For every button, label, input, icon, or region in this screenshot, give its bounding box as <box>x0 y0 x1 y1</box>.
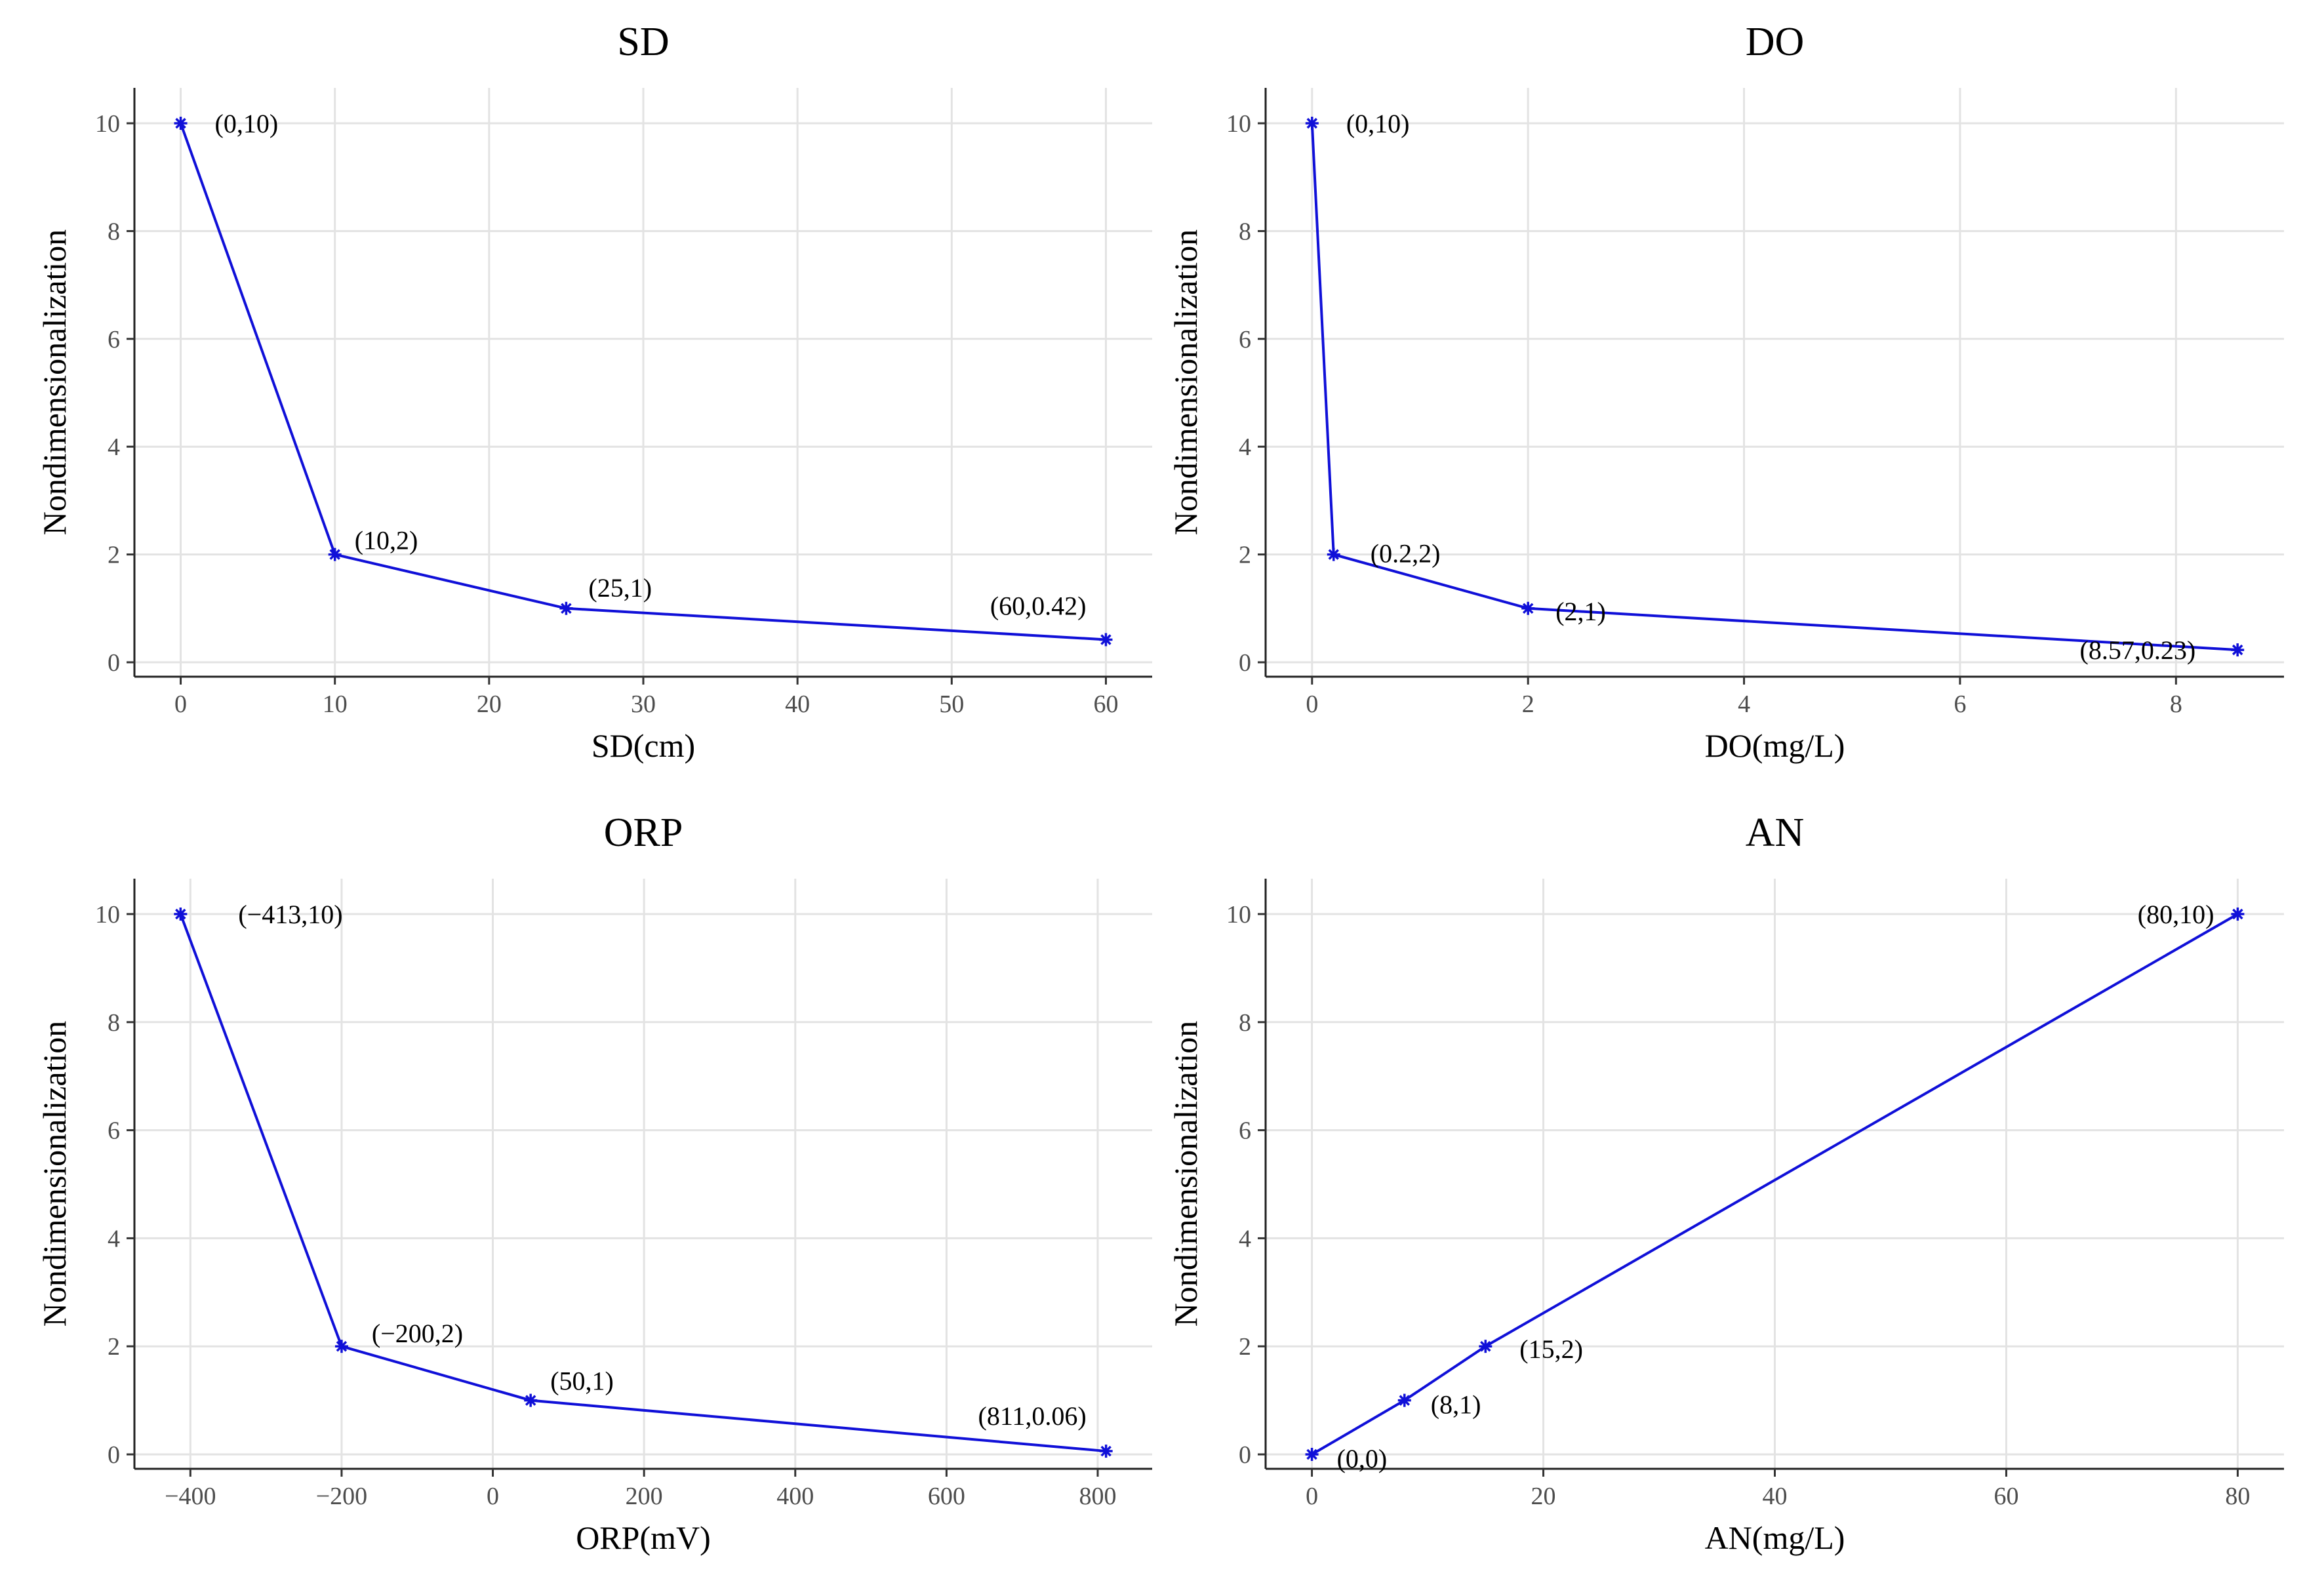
do-y-axis-title: Nondimensionalization <box>1167 230 1204 536</box>
an-y-tick-label: 4 <box>1239 1225 1251 1252</box>
an-chart-title: AN <box>1746 810 1805 855</box>
do-x-tick-label: 4 <box>1738 690 1750 718</box>
orp-y-tick-label: 8 <box>108 1009 120 1037</box>
orp-data-point <box>524 1393 538 1407</box>
sd-point-label: (0,10) <box>215 109 279 138</box>
orp-x-tick-label: 200 <box>626 1483 663 1510</box>
orp-y-tick-label: 6 <box>108 1117 120 1145</box>
an-y-tick-label: 8 <box>1239 1009 1251 1037</box>
sd-data-point <box>174 117 188 130</box>
orp-point-label: (811,0.06) <box>978 1401 1087 1431</box>
orp-x-axis-title: ORP(mV) <box>576 1519 711 1556</box>
orp-point-label: (−200,2) <box>372 1319 463 1348</box>
sd-point-label: (60,0.42) <box>990 591 1087 620</box>
sd-x-tick-label: 40 <box>785 690 810 718</box>
orp-y-tick-label: 4 <box>108 1225 120 1252</box>
orp-data-point <box>174 908 188 921</box>
an-data-point <box>1305 1448 1319 1461</box>
sd-x-tick-label: 0 <box>174 690 187 718</box>
do-x-tick-label: 8 <box>2170 690 2182 718</box>
an-x-axis-title: AN(mg/L) <box>1705 1519 1845 1556</box>
sd-y-tick-label: 8 <box>108 218 120 245</box>
orp-point-label: (−413,10) <box>238 900 342 929</box>
an-y-axis-title: Nondimensionalization <box>1167 1021 1204 1327</box>
do-x-tick-label: 0 <box>1306 690 1318 718</box>
do-data-point <box>1305 117 1319 130</box>
do-point-label: (0.2,2) <box>1371 539 1441 569</box>
sd-y-tick-label: 6 <box>108 326 120 353</box>
do-data-point <box>1521 601 1535 615</box>
an-x-tick-label: 0 <box>1306 1483 1318 1510</box>
do-series-line <box>1310 123 2238 652</box>
an-y-tick-label: 10 <box>1226 901 1251 928</box>
do-y-tick-label: 0 <box>1239 649 1251 677</box>
do-y-tick-label: 10 <box>1226 110 1251 138</box>
do-y-tick-label: 6 <box>1239 326 1251 353</box>
sd-point-label: (10,2) <box>355 526 418 555</box>
sd-y-tick-label: 4 <box>108 433 120 461</box>
orp-x-tick-label: −200 <box>316 1483 367 1510</box>
do-point-label: (8.57,0.23) <box>2080 635 2196 665</box>
sd-data-point <box>328 548 342 561</box>
do-point-label: (0,10) <box>1346 109 1410 138</box>
an-data-point <box>1397 1393 1411 1407</box>
orp-y-axis-title: Nondimensionalization <box>36 1021 73 1327</box>
sd-y-tick-label: 2 <box>108 542 120 569</box>
orp-x-tick-label: −400 <box>165 1483 216 1510</box>
sd-x-tick-label: 10 <box>323 690 348 718</box>
orp-series-line <box>179 913 1106 1453</box>
sd-data-point <box>559 601 573 615</box>
orp-data-point <box>1099 1445 1113 1458</box>
do-chart-title: DO <box>1746 20 1805 64</box>
orp-y-tick-label: 2 <box>108 1333 120 1361</box>
sd-series-line <box>179 123 1106 641</box>
sd-x-tick-label: 60 <box>1093 690 1118 718</box>
orp-y-tick-label: 10 <box>95 901 120 928</box>
an-x-tick-label: 20 <box>1531 1483 1556 1510</box>
orp-x-tick-label: 600 <box>928 1483 965 1510</box>
sd-x-tick-label: 20 <box>477 690 502 718</box>
orp-data-point <box>334 1340 348 1353</box>
sd-y-tick-label: 0 <box>108 649 120 677</box>
orp-x-tick-label: 800 <box>1079 1483 1116 1510</box>
do-data-point <box>2231 643 2245 657</box>
do-x-tick-label: 2 <box>1522 690 1534 718</box>
sd-x-tick-label: 50 <box>939 690 964 718</box>
an-point-label: (80,10) <box>2138 900 2214 929</box>
sd-x-axis-title: SD(cm) <box>591 727 695 764</box>
sd-data-point <box>1099 633 1113 647</box>
an-data-point <box>2231 908 2245 921</box>
do-x-axis-title: DO(mg/L) <box>1705 727 1845 764</box>
orp-x-tick-label: 0 <box>487 1483 499 1510</box>
an-y-tick-label: 0 <box>1239 1441 1251 1469</box>
do-y-tick-label: 2 <box>1239 542 1251 569</box>
orp-y-tick-label: 0 <box>108 1441 120 1469</box>
an-y-tick-label: 2 <box>1239 1333 1251 1361</box>
sd-y-axis-title: Nondimensionalization <box>36 230 73 536</box>
an-point-label: (0,0) <box>1337 1444 1388 1473</box>
do-x-tick-label: 6 <box>1953 690 1966 718</box>
orp-x-tick-label: 400 <box>776 1483 814 1510</box>
do-data-point <box>1327 548 1340 561</box>
orp-chart-title: ORP <box>604 810 683 855</box>
sd-y-tick-label: 10 <box>95 110 120 138</box>
sd-chart-title: SD <box>617 20 669 64</box>
an-point-label: (15,2) <box>1519 1334 1583 1364</box>
an-x-tick-label: 60 <box>1993 1483 2018 1510</box>
do-y-tick-label: 4 <box>1239 433 1251 461</box>
an-series-line <box>1311 913 2239 1456</box>
do-point-label: (2,1) <box>1555 597 1606 626</box>
do-y-tick-label: 8 <box>1239 218 1251 245</box>
orp-point-label: (50,1) <box>550 1367 614 1396</box>
an-point-label: (8,1) <box>1431 1390 1481 1420</box>
sd-x-tick-label: 30 <box>631 690 656 718</box>
an-x-tick-label: 40 <box>1763 1483 1788 1510</box>
an-x-tick-label: 80 <box>2225 1483 2250 1510</box>
an-y-tick-label: 6 <box>1239 1117 1251 1145</box>
sd-point-label: (25,1) <box>588 573 652 603</box>
an-data-point <box>1479 1340 1493 1353</box>
